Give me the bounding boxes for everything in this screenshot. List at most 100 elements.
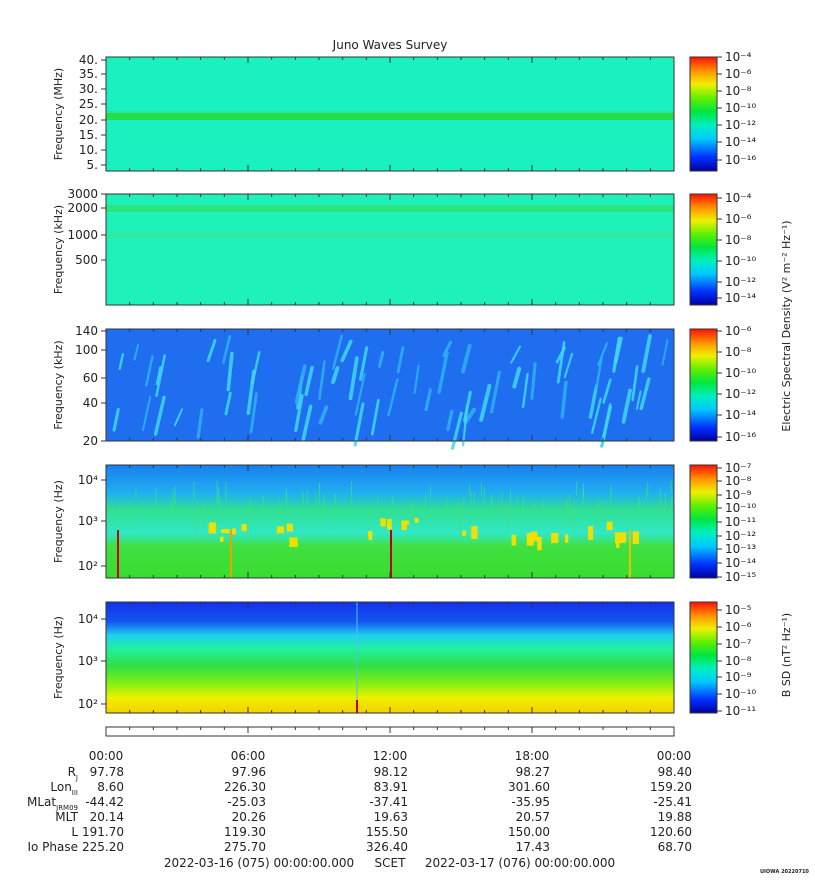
- lf-emission-streak: [560, 380, 568, 419]
- lf-emission-streak: [450, 411, 463, 450]
- figure-title: Juno Waves Survey: [332, 38, 448, 52]
- vlf-hotspot: [551, 532, 559, 544]
- colorbar-tick-label: 10⁻¹⁶: [725, 430, 756, 444]
- ephemeris-value: 20.14: [90, 810, 124, 824]
- vlf-hotspot: [471, 526, 478, 539]
- vlf-hotspot: [616, 536, 620, 548]
- ephemeris-label: L: [71, 825, 78, 839]
- y-tick-label: 3000: [67, 187, 98, 201]
- lf-emission-streak: [294, 364, 307, 404]
- panel-background: [106, 194, 674, 305]
- lf-emission-streak: [396, 346, 405, 374]
- vlf-hotspot: [241, 524, 247, 532]
- lf-emission-streak: [446, 409, 454, 431]
- lf-emission-streak: [155, 366, 162, 386]
- panel-1: 40.35.30.25. 20.15.10.5. Frequency (MHz) 10…: [52, 50, 756, 172]
- vlf-hotspot: [606, 521, 613, 531]
- vlf-hotspot: [221, 529, 230, 534]
- ephemeris-label: MLT: [55, 810, 78, 824]
- lf-emission-streak: [224, 391, 232, 416]
- colorbar-tick-label: 10⁻⁸: [725, 84, 752, 98]
- lf-emission-streak: [490, 370, 501, 414]
- colorbar: 10⁻⁴ 10⁻⁶ 10⁻⁸ 10⁻¹⁰ 10⁻¹² 10⁻¹⁴: [689, 191, 756, 306]
- ephemeris-value: 97.96: [232, 765, 266, 779]
- y-tick-label: 2000: [67, 201, 98, 215]
- vlf-hotspot: [401, 520, 410, 525]
- colorbar-tick-label: 10⁻⁶: [725, 620, 752, 634]
- vlf-hotspot: [530, 531, 538, 542]
- colorbar-gradient: [689, 464, 718, 579]
- lf-emission-streak: [612, 336, 621, 373]
- panel-background: [106, 602, 674, 713]
- lf-emission-streak: [639, 377, 651, 411]
- lf-emission-streak: [251, 351, 261, 385]
- colorbar-label-electric: Electric Spectral Density (V² m⁻² Hz⁻¹): [780, 220, 793, 431]
- vlf-hotspot: [368, 531, 373, 541]
- lf-emission-streak: [141, 396, 152, 432]
- vlf-hotspot: [380, 518, 386, 527]
- lf-emission-streak: [332, 334, 343, 370]
- vlf-hotspot: [462, 530, 466, 536]
- lf-emission-streak: [591, 397, 602, 434]
- lf-emission-streak: [354, 372, 366, 416]
- lf-emission-streak: [348, 356, 359, 401]
- panel-4: 10⁴ 10³ 10² Frequency (Hz) 10⁻⁷10⁻⁸10⁻⁹10⁻¹⁰…: [52, 461, 756, 584]
- colorbar-tick-label: 10⁻¹⁵: [725, 570, 756, 584]
- vlf-hotspot: [564, 534, 569, 543]
- spectrogram-panels: 40.35.30.25. 20.15.10.5. Frequency (MHz) 10…: [52, 50, 756, 718]
- ephemeris-value: 97.78: [90, 765, 124, 779]
- lf-emission-streak: [359, 346, 369, 382]
- colorbar-tick-label: 10⁻⁶: [725, 67, 752, 81]
- time-tick-label: 12:00: [373, 749, 408, 763]
- ephemeris-label: MLatJRM09: [27, 795, 78, 812]
- ephemeris-value: 98.27: [516, 765, 550, 779]
- ephemeris-label: LonIII: [50, 780, 78, 797]
- lf-emission-streak: [479, 383, 492, 422]
- y-axis-label: Frequency (kHz): [52, 340, 65, 429]
- vlf-hotspot: [537, 536, 542, 551]
- vlf-hotspot: [387, 518, 392, 530]
- lf-emission-streak: [118, 353, 125, 370]
- ephemeris-value: 20.26: [232, 810, 266, 824]
- ephemeris-value: -37.41: [369, 795, 408, 809]
- colorbar-tick-label: 10⁻¹⁰: [725, 101, 756, 115]
- colorbar-tick-label: 10⁻⁶: [725, 324, 752, 338]
- colorbar-label-magnetic: B SD (nT² Hz⁻¹): [780, 613, 793, 697]
- y-tick-label: 15.: [79, 128, 98, 142]
- colorbar-tick-label: 10⁻⁸: [725, 233, 752, 247]
- y-tick-label: 30.: [79, 82, 98, 96]
- y-axis-label: Frequency (Hz): [52, 616, 65, 699]
- lf-emission-streak: [387, 378, 399, 417]
- lf-emission-streak: [155, 354, 166, 397]
- lf-emission-streak: [413, 364, 420, 394]
- lf-emission-streak: [530, 362, 537, 400]
- hf-band-edge: [106, 111, 674, 113]
- vlf-hotspot: [232, 528, 236, 535]
- colorbar: 10⁻⁴ 10⁻⁶ 10⁻⁸ 10⁻¹⁰ 10⁻¹² 10⁻¹⁴ 10⁻¹⁶: [689, 50, 756, 172]
- y-tick-label: 35.: [79, 67, 98, 81]
- ephemeris-value: -25.41: [653, 795, 692, 809]
- colorbar: 10⁻⁶ 10⁻⁸ 10⁻¹⁰ 10⁻¹² 10⁻¹⁴ 10⁻¹⁶: [689, 324, 756, 444]
- lf-emission-streak: [661, 339, 669, 366]
- lf-emission-streak: [424, 388, 432, 412]
- colorbar: 10⁻⁷10⁻⁸10⁻⁹10⁻¹⁰10⁻¹¹10⁻¹²10⁻¹³10⁻¹⁴10⁻…: [689, 461, 756, 584]
- colorbar-tick-label: 10⁻⁷: [725, 461, 752, 475]
- mf-band-1mhz: [106, 232, 674, 238]
- ephemeris-label: Io Phase: [27, 840, 78, 854]
- lf-emission-streak: [112, 407, 120, 432]
- ephemeris-value: 120.60: [650, 825, 692, 839]
- ephemeris-label: RJ: [68, 765, 78, 782]
- uiowa-stamp: UIOWA 20220710: [760, 869, 809, 875]
- y-tick-label: 40: [83, 396, 98, 410]
- lf-emission-streak: [442, 340, 453, 358]
- vlf-hotspot: [286, 523, 294, 532]
- lf-emission-streak: [133, 344, 140, 361]
- time-tick-label: 00:00: [657, 749, 692, 763]
- lf-emission-streak: [510, 345, 522, 364]
- lf-emission-streak: [145, 355, 154, 387]
- footer-start-time: 2022-03-16 (075) 00:00:00.000: [164, 856, 354, 870]
- lf-emission-streak: [588, 384, 599, 419]
- colorbar-tick-label: 10⁻¹²: [725, 529, 756, 543]
- ephemeris-value: 17.43: [516, 840, 550, 854]
